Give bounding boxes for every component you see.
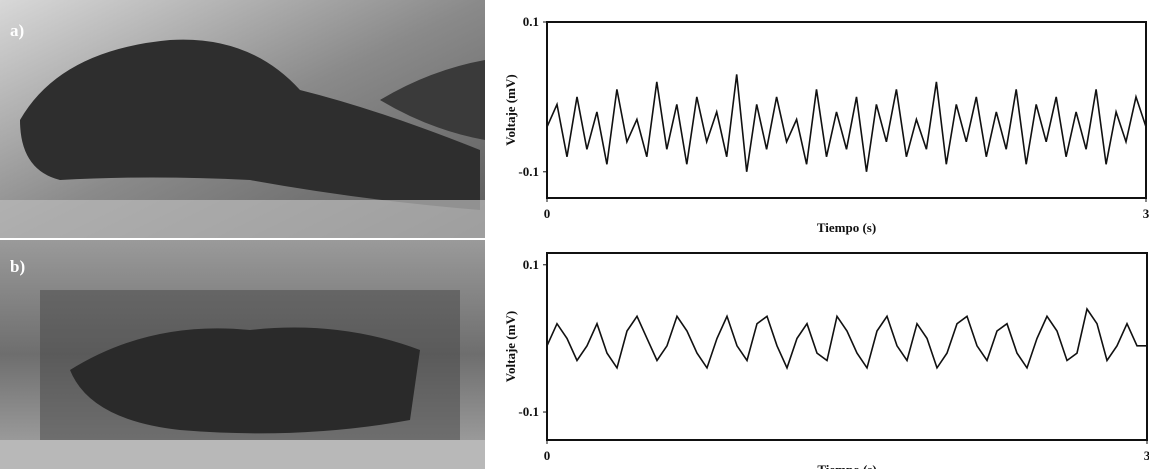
photo-b [0, 240, 485, 469]
y-tick-label: 0.1 [523, 257, 539, 272]
y-axis-label: Voltaje (mV) [503, 311, 518, 382]
panel-label: a) [10, 21, 24, 40]
signal-trace [546, 74, 1147, 172]
y-tick-label: -0.1 [518, 404, 539, 419]
plot-frame [546, 21, 1147, 199]
x-tick-label: 3 [1144, 448, 1149, 463]
x-tick-label: 0 [544, 448, 551, 463]
x-tick-label: 3 [1143, 206, 1149, 221]
signal-trace [546, 307, 1147, 371]
y-tick-label: 0.1 [523, 14, 539, 29]
panel-label: b) [10, 257, 25, 276]
photo-a [0, 0, 485, 238]
y-axis-label: Voltaje (mV) [503, 74, 518, 145]
x-axis-label: Tiempo (s) [817, 220, 876, 235]
plot-frame [546, 252, 1148, 441]
x-tick-label: 0 [544, 206, 551, 221]
y-tick-label: -0.1 [518, 164, 539, 179]
x-axis-label: Tiempo (s) [817, 462, 876, 469]
